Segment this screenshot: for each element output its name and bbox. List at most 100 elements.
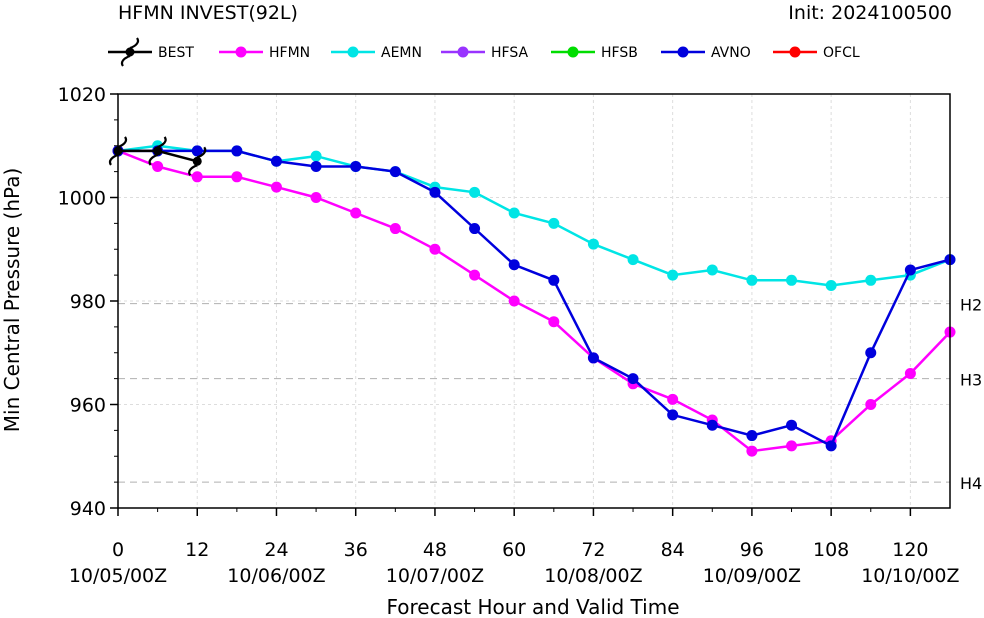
data-point-avno: [746, 430, 758, 442]
legend-marker: [347, 46, 359, 58]
data-point-aemn: [786, 274, 798, 286]
legend-marker: [457, 46, 469, 58]
data-point-hfmn: [508, 295, 520, 307]
y-tick-label: 1000: [58, 188, 106, 210]
grid: [118, 94, 950, 508]
legend-item-avno: AVNO: [661, 45, 751, 61]
data-point-avno: [389, 166, 401, 178]
data-point-avno: [786, 419, 798, 431]
y-tick-label: 980: [70, 291, 106, 313]
reference-line-label: H2: [960, 296, 982, 315]
data-point-hfmn: [310, 192, 322, 203]
legend-label: HFSA: [491, 45, 528, 61]
data-point-hfmn: [191, 171, 203, 183]
legend-item-aemn: AEMN: [331, 45, 422, 61]
x-tick-label: 12: [185, 539, 209, 561]
data-point-aemn: [746, 274, 758, 286]
data-point-aemn: [865, 274, 877, 286]
data-point-hfmn: [865, 399, 877, 410]
series-line-hfmn: [117, 149, 951, 453]
legend-label: HFMN: [269, 45, 310, 61]
data-point-aemn: [310, 150, 322, 162]
x-date-label: 10/05/00Z: [69, 565, 167, 587]
data-point-avno: [667, 409, 679, 421]
y-tick-label: 940: [70, 498, 106, 520]
x-date-label: 10/06/00Z: [227, 565, 325, 587]
data-point-hfmn: [746, 445, 758, 457]
y-tick-label: 960: [70, 395, 106, 417]
data-point-aemn: [469, 186, 481, 198]
reference-line-label: H4: [960, 474, 982, 493]
data-point-hfmn: [152, 160, 164, 172]
data-point-best: [108, 136, 128, 166]
data-point-hfmn: [231, 171, 243, 183]
series-line-avno: [118, 149, 951, 448]
data-point-hfmn: [904, 367, 916, 379]
legend-marker: [567, 46, 579, 58]
data-point-aemn: [548, 217, 560, 229]
legend-label: AVNO: [711, 45, 751, 61]
legend-marker: [677, 46, 689, 58]
data-point-avno: [587, 352, 599, 364]
data-point-hfmn: [429, 243, 441, 255]
data-point-hfmn: [350, 207, 362, 219]
series-line-aemn: [117, 144, 951, 287]
legend-item-best: BEST: [108, 37, 194, 67]
x-tick-label: 0: [112, 539, 124, 561]
data-point-avno: [350, 160, 362, 172]
data-point-best: [148, 136, 167, 166]
data-point-avno: [191, 145, 203, 157]
series-group: [108, 136, 956, 457]
legend-item-hfmn: HFMN: [219, 45, 310, 61]
data-point-aemn: [508, 207, 520, 219]
data-point-avno: [865, 347, 877, 359]
legend-marker: [235, 46, 247, 58]
x-date-label: 10/09/00Z: [703, 565, 801, 587]
data-point-hfmn: [469, 269, 481, 281]
data-point-avno: [469, 223, 481, 235]
y-tick-label: 1020: [58, 84, 106, 106]
data-point-avno: [548, 274, 560, 286]
data-point-avno: [231, 145, 243, 157]
x-tick-label: 108: [813, 539, 849, 561]
data-point-avno: [627, 373, 639, 385]
y-axis-label: Min Central Pressure (hPa): [0, 168, 24, 432]
reference-lines: H2 H3 H4: [118, 296, 982, 493]
data-point-avno: [825, 440, 837, 452]
series-avno: [112, 145, 956, 452]
x-date-label: 10/10/00Z: [861, 565, 959, 587]
data-point-aemn: [667, 269, 679, 281]
legend-item-hfsb: HFSB: [551, 45, 638, 61]
legend-label: BEST: [158, 45, 194, 61]
x-tick-label: 120: [892, 539, 928, 561]
data-point-avno: [706, 419, 718, 431]
data-point-avno: [270, 155, 282, 167]
reference-line-label: H3: [960, 371, 982, 390]
data-point-avno: [904, 264, 916, 276]
data-point-hfmn: [667, 393, 679, 405]
data-point-best: [188, 146, 207, 176]
x-tick-label: 60: [502, 539, 526, 561]
x-tick-label: 84: [661, 539, 685, 561]
chart-title: HFMN INVEST(92L): [118, 2, 298, 24]
x-tick-label: 36: [344, 539, 368, 561]
legend-item-hfsa: HFSA: [441, 45, 528, 61]
data-point-hfmn: [786, 440, 798, 452]
x-tick-label: 96: [740, 539, 764, 561]
legend-item-ofcl: OFCL: [773, 45, 860, 61]
legend: BEST HFMN AEMN HFSA HFSB AVNO OFCL: [108, 37, 860, 67]
data-point-aemn: [587, 238, 599, 250]
x-date-label: 10/07/00Z: [386, 565, 484, 587]
data-point-avno: [310, 160, 322, 172]
data-point-avno: [508, 259, 520, 271]
data-point-aemn: [627, 254, 639, 266]
legend-label: AEMN: [381, 45, 422, 61]
x-tick-label: 24: [264, 539, 288, 561]
series-aemn: [112, 140, 956, 291]
data-point-aemn: [825, 279, 837, 291]
data-point-hfmn: [548, 316, 560, 328]
data-point-aemn: [706, 264, 718, 276]
x-tick-label: 48: [423, 539, 447, 561]
legend-label: OFCL: [823, 45, 860, 61]
